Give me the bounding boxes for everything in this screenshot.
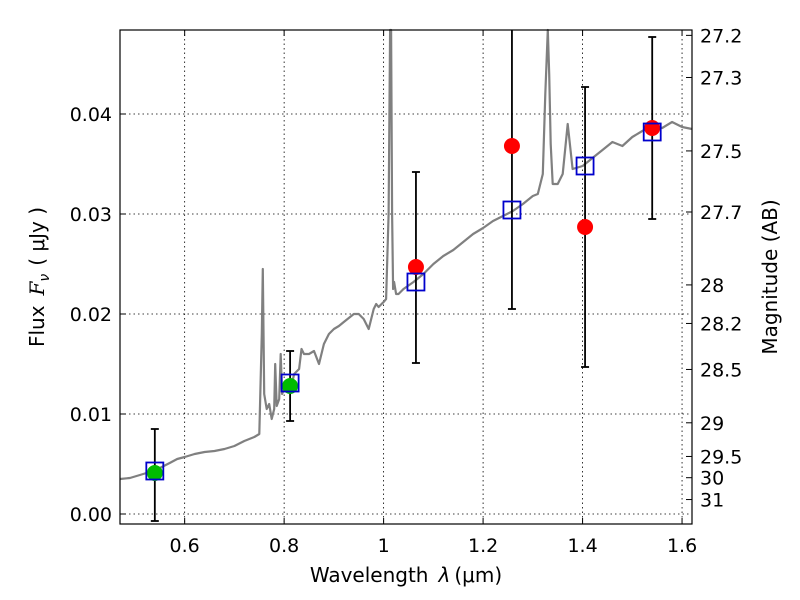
x-tick-label: 0.6	[170, 535, 200, 557]
y-tick-label: 0.00	[70, 504, 112, 526]
magnitude-tick-label: 27.7	[700, 202, 742, 224]
green-data-point	[146, 465, 163, 481]
magnitude-axis-label: Magnitude (AB)	[758, 199, 782, 354]
x-axis-label: Wavelength λ (μm)	[310, 563, 502, 587]
magnitude-tick-label: 29	[700, 413, 724, 435]
magnitude-tick-label: 30	[700, 468, 724, 490]
model-point-square	[280, 373, 300, 393]
model-point-square	[642, 122, 662, 142]
magnitude-tick-label: 27.3	[700, 67, 742, 89]
magnitude-tick-label: 28.2	[700, 313, 742, 335]
red-data-point	[503, 138, 520, 154]
x-tick-label: 0.8	[269, 535, 299, 557]
red-data-point	[644, 120, 661, 136]
y-tick-label: 0.04	[70, 104, 112, 126]
y-tick-label: 0.01	[70, 404, 112, 426]
model-point-square	[575, 156, 595, 176]
x-tick-label: 1.4	[567, 535, 597, 557]
magnitude-tick-label: 28	[700, 275, 724, 297]
x-tick-label: 1.2	[468, 535, 498, 557]
y-tick-label: 0.03	[70, 204, 112, 226]
x-tick-label: 1.6	[667, 535, 697, 557]
y-axis-ticks: 0.00 0.01 0.02 0.03 0.04	[70, 104, 126, 526]
x-tick-label: 1	[378, 535, 390, 557]
plot-frame	[119, 29, 693, 525]
red-data-point	[407, 259, 424, 275]
magnitude-tick-label: 28.5	[700, 359, 742, 381]
magnitude-tick-label: 31	[700, 490, 724, 512]
grid-lines	[120, 30, 692, 524]
y-tick-label: 0.02	[70, 304, 112, 326]
data-markers	[145, 120, 662, 481]
spectrum-group	[119, 28, 693, 481]
green-data-point	[282, 378, 299, 394]
magnitude-tick-label: 29.5	[700, 446, 742, 468]
magnitude-tick-label: 27.5	[700, 141, 742, 163]
model-point-square	[145, 461, 165, 481]
magnitude-tick-label: 27.2	[700, 25, 742, 47]
model-point-square	[406, 272, 426, 292]
x-axis-ticks: 0.6 0.8 1 1.2 1.4 1.6	[170, 30, 697, 557]
model-point-square	[502, 200, 522, 220]
red-data-point	[577, 219, 594, 235]
template-spectrum-line	[119, 28, 693, 481]
y-axis-label: FluxFν( μJy )	[25, 207, 53, 347]
